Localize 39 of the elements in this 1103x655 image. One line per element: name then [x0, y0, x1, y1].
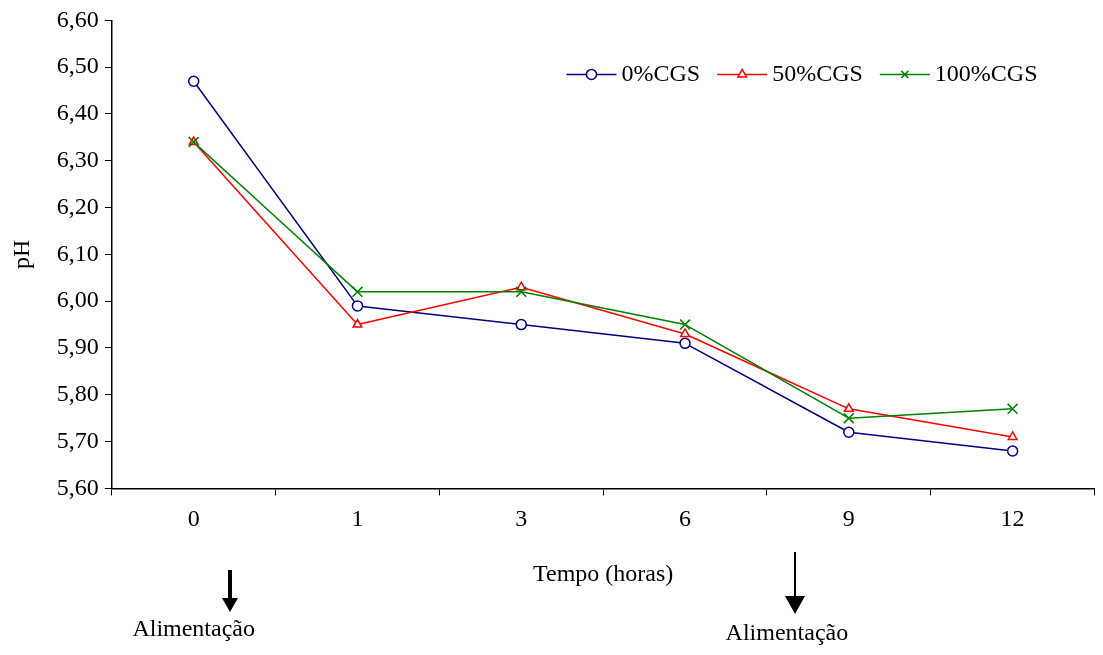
- point: [843, 403, 854, 413]
- x-tick-label: 6: [679, 505, 692, 532]
- point: [515, 318, 528, 331]
- point: [1006, 403, 1019, 415]
- point: [352, 318, 363, 328]
- y-tick-label: 6,00: [56, 286, 99, 313]
- x-tick-label: 0: [187, 505, 200, 532]
- y-tick-label: 5,80: [56, 380, 99, 407]
- x-tick-label: 3: [515, 505, 528, 532]
- y-tick-label: 5,60: [56, 473, 99, 500]
- legend-label: 50%CGS: [772, 59, 863, 86]
- y-tick-label: 6,40: [56, 99, 99, 126]
- y-tick-label: 6,50: [56, 52, 99, 79]
- y-tick-label: 6,10: [56, 239, 99, 266]
- point: [843, 412, 855, 424]
- point: [1007, 431, 1018, 441]
- legend-label: 100%CGS: [934, 59, 1038, 86]
- x-tick-label: 1: [351, 505, 364, 532]
- y-tick-label: 5,90: [56, 333, 99, 360]
- x-tick-label: 9: [842, 505, 855, 532]
- y-tick-label: 6,60: [56, 5, 99, 32]
- legend-label: 0%CGS: [621, 59, 701, 86]
- x-tick-label: 12: [1000, 505, 1025, 532]
- y-tick-label: 5,70: [56, 426, 99, 453]
- text: Alimentação: [725, 619, 849, 645]
- y-axis-title: pH: [7, 239, 34, 270]
- y-tick-label: 6,20: [56, 192, 99, 219]
- point: [351, 300, 364, 312]
- point: [679, 337, 691, 350]
- point: [351, 286, 364, 298]
- point: [679, 318, 691, 331]
- point: [187, 75, 200, 87]
- point: [679, 328, 691, 338]
- x-axis-title: Tempo (horas): [533, 559, 674, 586]
- point: [515, 286, 527, 298]
- text: Alimentação: [132, 615, 255, 641]
- point: [843, 426, 855, 438]
- point: [1006, 445, 1019, 457]
- y-tick-label: 6,30: [56, 146, 99, 173]
